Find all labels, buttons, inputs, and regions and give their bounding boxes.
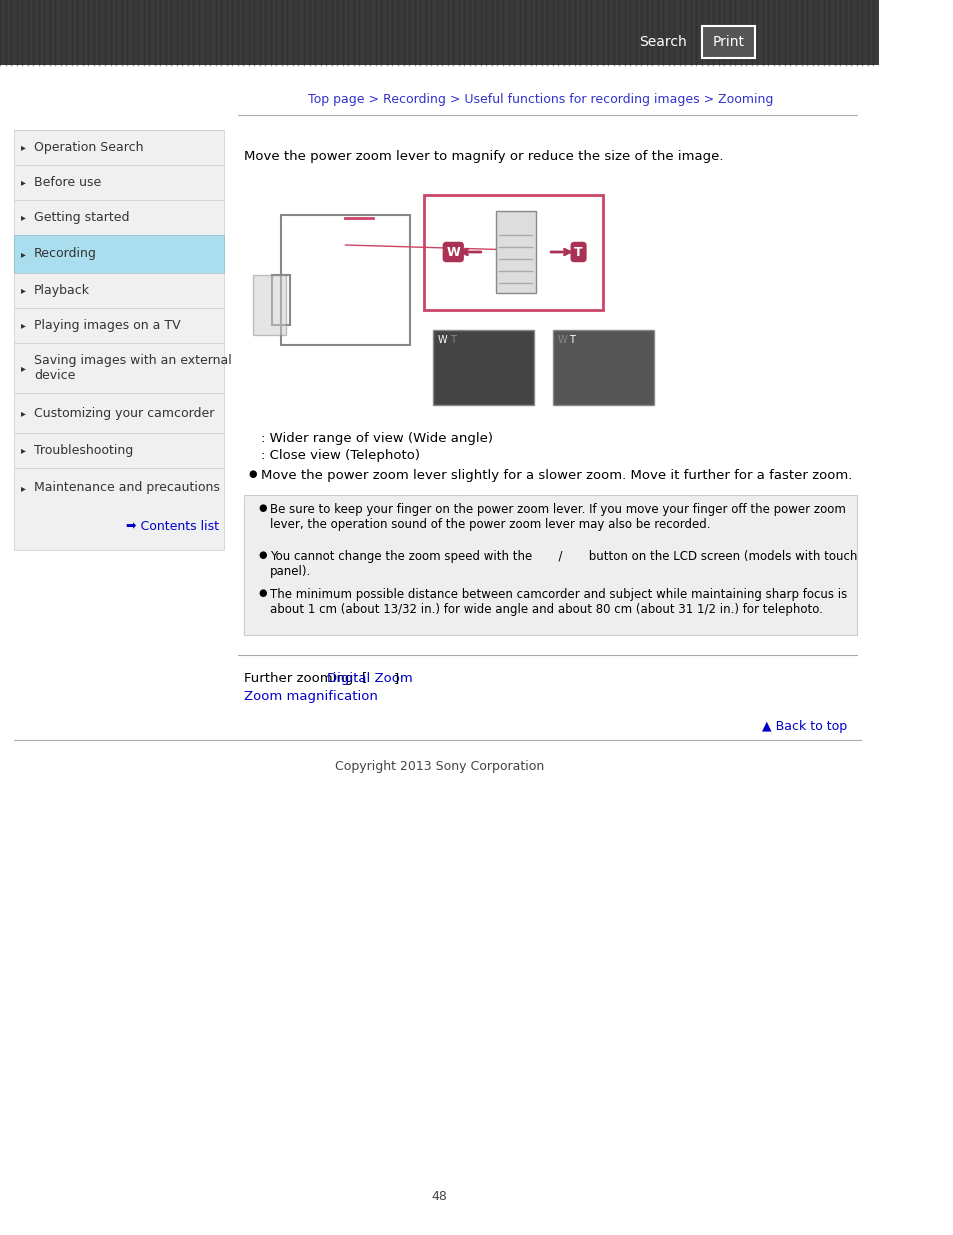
Text: W: W	[437, 335, 447, 345]
Bar	[701, 26, 755, 58]
Text: Recording: Recording	[34, 247, 97, 261]
Bar	[423, 195, 603, 310]
Text: Move the power zoom lever slightly for a slower zoom. Move it further for a fast: Move the power zoom lever slightly for a…	[260, 469, 851, 482]
Text: ▸: ▸	[21, 249, 26, 259]
Text: T: T	[569, 335, 575, 345]
Bar	[244, 495, 856, 635]
Text: Troubleshooting: Troubleshooting	[34, 445, 133, 457]
Text: Playback: Playback	[34, 284, 90, 296]
Text: Maintenance and precautions: Maintenance and precautions	[34, 482, 220, 494]
Bar	[496, 211, 536, 293]
Text: Be sure to keep your finger on the power zoom lever. If you move your finger off: Be sure to keep your finger on the power…	[270, 503, 845, 531]
Text: ●: ●	[257, 503, 266, 513]
Bar	[552, 330, 654, 405]
Bar	[272, 275, 290, 325]
Text: Zoom magnification: Zoom magnification	[244, 690, 377, 703]
Text: Playing images on a TV: Playing images on a TV	[34, 319, 180, 332]
Text: ▸: ▸	[21, 212, 26, 222]
Text: Customizing your camcorder: Customizing your camcorder	[34, 406, 214, 420]
Text: W: W	[446, 246, 459, 258]
Bar	[13, 235, 224, 273]
Bar	[253, 275, 285, 335]
Text: Digital Zoom: Digital Zoom	[327, 672, 413, 685]
Text: ]: ]	[393, 672, 398, 685]
Text: Move the power zoom lever to magnify or reduce the size of the image.: Move the power zoom lever to magnify or …	[244, 149, 723, 163]
Text: ●: ●	[249, 469, 257, 479]
Text: ●: ●	[257, 588, 266, 598]
Text: ▸: ▸	[21, 446, 26, 456]
Text: Saving images with an external
device: Saving images with an external device	[34, 354, 232, 382]
Bar	[281, 215, 410, 345]
Text: T: T	[449, 335, 455, 345]
Text: ▸: ▸	[21, 285, 26, 295]
Text: ▲ Back to top: ▲ Back to top	[761, 720, 846, 734]
Bar	[13, 130, 224, 550]
Text: Top page > Recording > Useful functions for recording images > Zooming: Top page > Recording > Useful functions …	[308, 94, 773, 106]
Text: The minimum possible distance between camcorder and subject while maintaining sh: The minimum possible distance between ca…	[270, 588, 846, 616]
Text: W: W	[557, 335, 566, 345]
Text: Getting started: Getting started	[34, 211, 130, 224]
Text: ▸: ▸	[21, 363, 26, 373]
Text: Copyright 2013 Sony Corporation: Copyright 2013 Sony Corporation	[335, 760, 543, 773]
Text: Before use: Before use	[34, 177, 101, 189]
Text: : Close view (Telephoto): : Close view (Telephoto)	[260, 450, 419, 462]
Text: ➡ Contents list: ➡ Contents list	[126, 520, 219, 532]
Text: : Wider range of view (Wide angle): : Wider range of view (Wide angle)	[260, 432, 492, 445]
Bar	[433, 330, 534, 405]
Text: 48: 48	[431, 1191, 447, 1203]
Text: Further zooming: [: Further zooming: [	[244, 672, 367, 685]
Text: You cannot change the zoom speed with the       /       button on the LCD screen: You cannot change the zoom speed with th…	[270, 550, 857, 578]
Text: Operation Search: Operation Search	[34, 141, 144, 154]
Text: ●: ●	[257, 550, 266, 559]
Text: ▸: ▸	[21, 483, 26, 493]
Text: ▸: ▸	[21, 408, 26, 417]
Text: ▸: ▸	[21, 142, 26, 152]
Text: T: T	[574, 246, 582, 258]
Text: Search: Search	[639, 35, 686, 49]
Text: Print: Print	[712, 35, 744, 49]
Text: ▸: ▸	[21, 321, 26, 331]
Bar	[0, 0, 878, 65]
Text: ▸: ▸	[21, 178, 26, 188]
